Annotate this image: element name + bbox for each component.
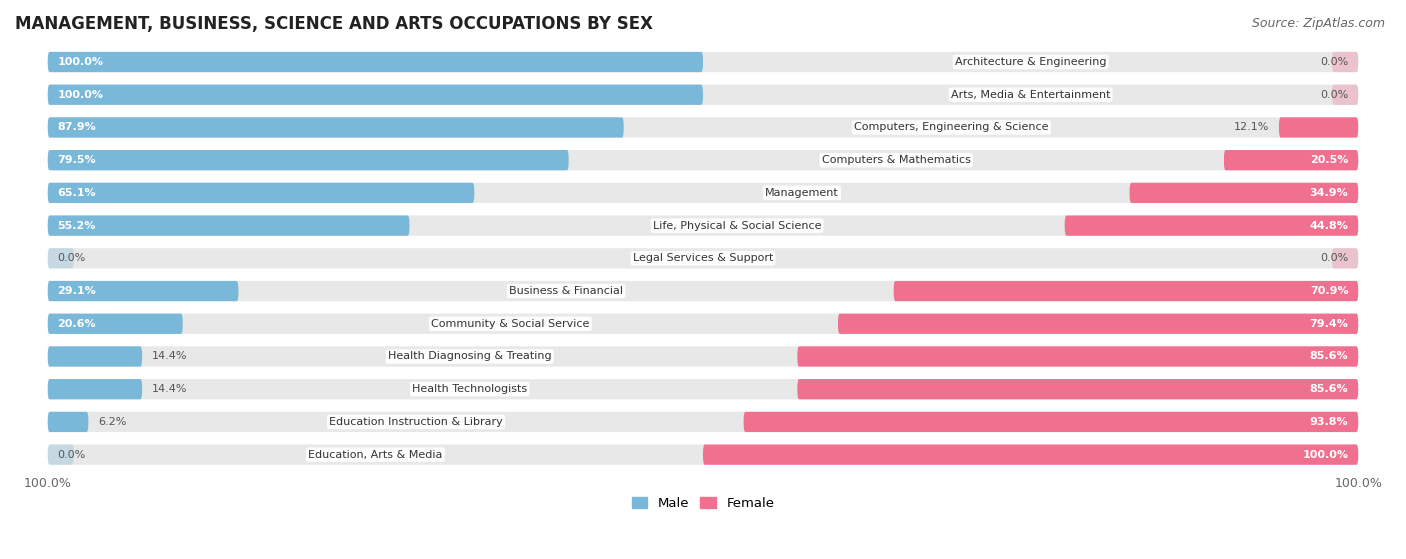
Text: 6.2%: 6.2% <box>98 417 127 427</box>
Text: 87.9%: 87.9% <box>58 122 97 132</box>
Text: Business & Financial: Business & Financial <box>509 286 623 296</box>
FancyBboxPatch shape <box>48 183 474 203</box>
FancyBboxPatch shape <box>48 84 703 105</box>
FancyBboxPatch shape <box>48 215 1358 236</box>
Text: Architecture & Engineering: Architecture & Engineering <box>955 57 1107 67</box>
FancyBboxPatch shape <box>838 314 1358 334</box>
FancyBboxPatch shape <box>48 347 1358 367</box>
Text: 44.8%: 44.8% <box>1309 221 1348 231</box>
FancyBboxPatch shape <box>48 183 1358 203</box>
FancyBboxPatch shape <box>744 412 1358 432</box>
Text: 20.6%: 20.6% <box>58 319 96 329</box>
Text: Community & Social Service: Community & Social Service <box>432 319 589 329</box>
Text: 93.8%: 93.8% <box>1310 417 1348 427</box>
Text: 100.0%: 100.0% <box>58 90 104 100</box>
Text: Computers & Mathematics: Computers & Mathematics <box>823 155 970 165</box>
Text: Source: ZipAtlas.com: Source: ZipAtlas.com <box>1251 17 1385 30</box>
Text: 70.9%: 70.9% <box>1310 286 1348 296</box>
FancyBboxPatch shape <box>1331 248 1358 268</box>
Text: 34.9%: 34.9% <box>1309 188 1348 198</box>
FancyBboxPatch shape <box>48 84 1358 105</box>
FancyBboxPatch shape <box>48 314 1358 334</box>
Text: 65.1%: 65.1% <box>58 188 96 198</box>
Text: 55.2%: 55.2% <box>58 221 96 231</box>
Legend: Male, Female: Male, Female <box>626 492 780 515</box>
FancyBboxPatch shape <box>48 347 142 367</box>
Text: Education, Arts & Media: Education, Arts & Media <box>308 449 443 459</box>
FancyBboxPatch shape <box>1064 215 1358 236</box>
FancyBboxPatch shape <box>48 281 239 301</box>
FancyBboxPatch shape <box>48 248 1358 268</box>
FancyBboxPatch shape <box>48 117 1358 138</box>
FancyBboxPatch shape <box>48 117 624 138</box>
Text: Health Technologists: Health Technologists <box>412 384 527 394</box>
Text: 12.1%: 12.1% <box>1233 122 1270 132</box>
Text: 0.0%: 0.0% <box>1320 90 1348 100</box>
Text: 0.0%: 0.0% <box>58 449 86 459</box>
FancyBboxPatch shape <box>48 52 1358 72</box>
Text: Life, Physical & Social Science: Life, Physical & Social Science <box>652 221 821 231</box>
FancyBboxPatch shape <box>48 150 1358 170</box>
FancyBboxPatch shape <box>797 347 1358 367</box>
Text: MANAGEMENT, BUSINESS, SCIENCE AND ARTS OCCUPATIONS BY SEX: MANAGEMENT, BUSINESS, SCIENCE AND ARTS O… <box>15 15 652 33</box>
Text: Health Diagnosing & Treating: Health Diagnosing & Treating <box>388 352 551 362</box>
FancyBboxPatch shape <box>48 248 75 268</box>
Text: Arts, Media & Entertainment: Arts, Media & Entertainment <box>950 90 1111 100</box>
Text: 85.6%: 85.6% <box>1310 384 1348 394</box>
FancyBboxPatch shape <box>48 379 1358 399</box>
FancyBboxPatch shape <box>48 281 1358 301</box>
FancyBboxPatch shape <box>48 52 703 72</box>
FancyBboxPatch shape <box>48 444 75 465</box>
Text: Computers, Engineering & Science: Computers, Engineering & Science <box>853 122 1049 132</box>
FancyBboxPatch shape <box>894 281 1358 301</box>
Text: 14.4%: 14.4% <box>152 352 187 362</box>
FancyBboxPatch shape <box>703 444 1358 465</box>
Text: 29.1%: 29.1% <box>58 286 97 296</box>
Text: Education Instruction & Library: Education Instruction & Library <box>329 417 503 427</box>
Text: 0.0%: 0.0% <box>1320 253 1348 263</box>
FancyBboxPatch shape <box>48 379 142 399</box>
Text: Legal Services & Support: Legal Services & Support <box>633 253 773 263</box>
FancyBboxPatch shape <box>48 215 409 236</box>
Text: Management: Management <box>765 188 839 198</box>
FancyBboxPatch shape <box>1331 52 1358 72</box>
Text: 20.5%: 20.5% <box>1310 155 1348 165</box>
FancyBboxPatch shape <box>48 412 89 432</box>
Text: 100.0%: 100.0% <box>58 57 104 67</box>
FancyBboxPatch shape <box>1331 84 1358 105</box>
FancyBboxPatch shape <box>48 444 1358 465</box>
FancyBboxPatch shape <box>48 150 568 170</box>
FancyBboxPatch shape <box>797 379 1358 399</box>
FancyBboxPatch shape <box>48 314 183 334</box>
Text: 14.4%: 14.4% <box>152 384 187 394</box>
FancyBboxPatch shape <box>1129 183 1358 203</box>
FancyBboxPatch shape <box>1279 117 1358 138</box>
Text: 0.0%: 0.0% <box>58 253 86 263</box>
Text: 85.6%: 85.6% <box>1310 352 1348 362</box>
Text: 79.5%: 79.5% <box>58 155 96 165</box>
Text: 79.4%: 79.4% <box>1309 319 1348 329</box>
FancyBboxPatch shape <box>1223 150 1358 170</box>
FancyBboxPatch shape <box>48 412 1358 432</box>
Text: 0.0%: 0.0% <box>1320 57 1348 67</box>
Text: 100.0%: 100.0% <box>1302 449 1348 459</box>
